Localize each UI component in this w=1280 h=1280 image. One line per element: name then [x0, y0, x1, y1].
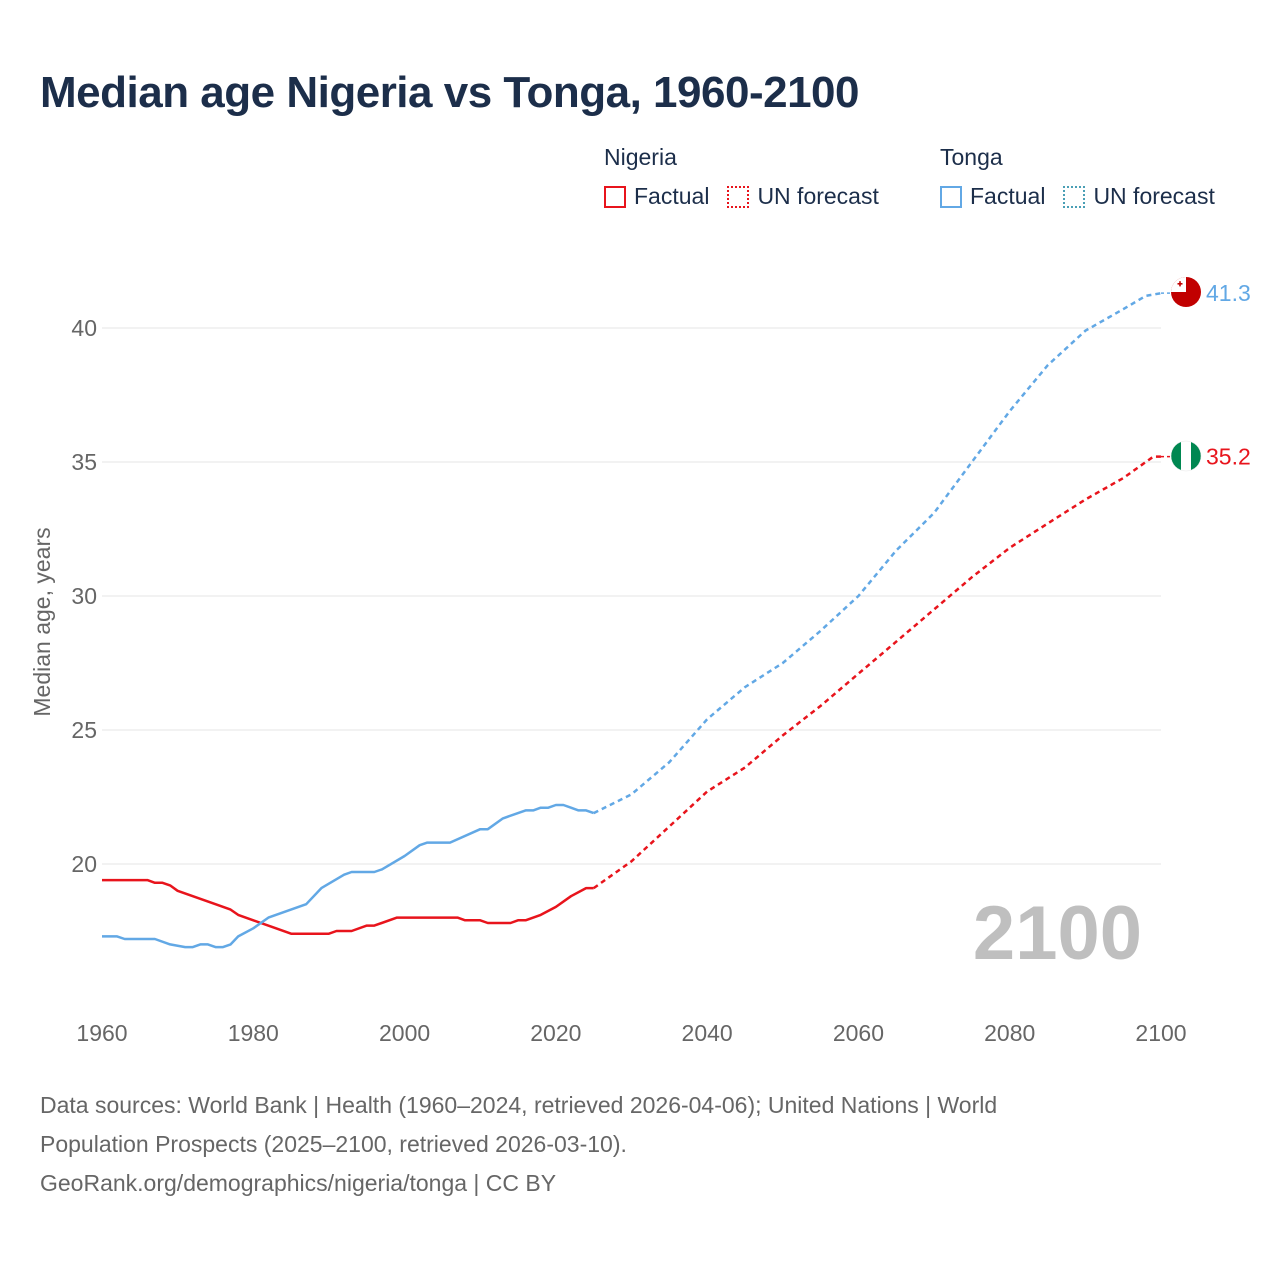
chart-title: Median age Nigeria vs Tonga, 1960-2100 [40, 68, 859, 117]
end-value-labels: 35.2 41.3 [1206, 280, 1251, 469]
footer-credit[interactable]: GeoRank.org/demographics/nigeria/tonga |… [40, 1170, 557, 1196]
x-tick-2040: 2040 [682, 1020, 733, 1046]
year-indicator: 2100 [972, 891, 1142, 976]
tonga-end-label: 41.3 [1206, 280, 1251, 306]
nigeria-end-label: 35.2 [1206, 444, 1251, 470]
tonga-forecast-line [593, 291, 1162, 815]
x-tick-2060: 2060 [833, 1020, 884, 1046]
footer-sources-line1: Data sources: World Bank | Health (1960–… [40, 1092, 998, 1118]
y-tick-35: 35 [71, 449, 97, 475]
tonga-flag-icon [1171, 277, 1201, 307]
nigeria-flag-white-band [1181, 441, 1191, 471]
legend-tonga-forecast-label: UN forecast [1093, 183, 1215, 209]
legend-nigeria-factual-swatch [604, 185, 626, 208]
legend-tonga-forecast-swatch [1063, 185, 1086, 208]
y-tick-25: 25 [71, 717, 97, 743]
end-markers [1170, 277, 1202, 472]
nigeria-flag-icon [1170, 440, 1202, 472]
x-tick-2000: 2000 [379, 1020, 430, 1046]
x-tick-labels: 1960 1980 2000 2020 2040 2060 2080 2100 [76, 1020, 1186, 1046]
x-tick-2020: 2020 [530, 1020, 581, 1046]
grid-lines [102, 327, 1161, 865]
legend-nigeria-factual[interactable]: Factual [604, 183, 709, 210]
y-tick-labels: 20 25 30 35 40 [71, 315, 97, 877]
legend-nigeria-forecast-swatch [727, 185, 750, 208]
nigeria-flag-outline [1170, 440, 1202, 472]
footer: Data sources: World Bank | Health (1960–… [40, 1086, 1200, 1203]
legend-group-nigeria: Nigeria Factual UN forecast [604, 144, 897, 210]
legend-tonga-forecast[interactable]: UN forecast [1063, 183, 1215, 210]
x-tick-2100: 2100 [1135, 1020, 1186, 1046]
footer-sources-line2: Population Prospects (2025–2100, retriev… [40, 1131, 627, 1157]
y-tick-20: 20 [71, 851, 97, 877]
x-tick-1960: 1960 [76, 1020, 127, 1046]
legend-tonga-factual[interactable]: Factual [940, 183, 1045, 210]
x-tick-2080: 2080 [984, 1020, 1035, 1046]
legend-tonga-factual-swatch [940, 185, 962, 208]
legend-tonga-title: Tonga [940, 144, 1003, 170]
tonga-flag-cross-v [1179, 281, 1181, 287]
legend-nigeria-factual-label: Factual [634, 183, 710, 209]
y-tick-40: 40 [71, 315, 97, 341]
nigeria-factual-line [102, 878, 594, 935]
nigeria-forecast-line [592, 455, 1161, 890]
legend-nigeria-title: Nigeria [604, 144, 677, 170]
x-tick-1980: 1980 [228, 1020, 279, 1046]
y-tick-30: 30 [71, 583, 97, 609]
legend-group-tonga: Tonga Factual UN forecast [940, 144, 1233, 210]
legend-nigeria-forecast[interactable]: UN forecast [727, 183, 879, 210]
legend-tonga-factual-label: Factual [970, 183, 1046, 209]
tonga-factual-line [102, 803, 595, 949]
y-axis-label: Median age, years [29, 527, 55, 716]
series-lines [102, 291, 1172, 949]
legend-nigeria-forecast-label: UN forecast [757, 183, 879, 209]
